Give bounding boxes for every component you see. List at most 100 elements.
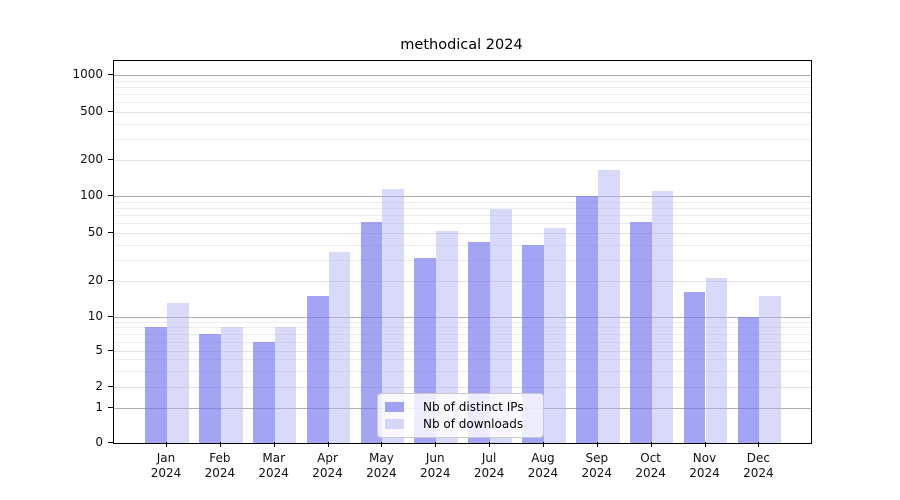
gridline-y-200 [114, 160, 811, 161]
gridline-y-400 [114, 123, 811, 125]
gridline-y-8 [114, 327, 811, 329]
bar-distinct-ips-may [360, 221, 383, 443]
x-tick-feb [219, 442, 221, 447]
x-tick-jul [489, 442, 491, 447]
y-tick-label-2: 2 [95, 378, 103, 393]
y-tick-label-10: 10 [87, 308, 103, 323]
bar-downloads-feb [220, 327, 243, 443]
y-tick-label-100: 100 [80, 188, 103, 202]
x-tick-apr [327, 442, 329, 447]
gridline-y-3 [114, 370, 811, 372]
x-tick-label-sep: Sep 2024 [581, 451, 613, 480]
y-tick-0 [108, 442, 113, 443]
bar-distinct-ips-oct [629, 222, 652, 443]
legend: Nb of distinct IPs Nb of downloads [377, 393, 544, 438]
x-tick-jan [166, 442, 167, 447]
legend-swatch-distinct-ips [385, 401, 404, 412]
y-tick-20 [108, 280, 113, 281]
gridline-y-70 [114, 215, 811, 217]
x-tick-may [381, 442, 383, 447]
x-tick-label-apr: Apr 2024 [312, 451, 343, 480]
bar-distinct-ips-sep [576, 196, 598, 443]
y-tick-50 [108, 232, 113, 233]
x-tick-sep [596, 442, 598, 447]
x-tick-label-jul: Jul 2024 [473, 451, 505, 480]
bar-downloads-may [382, 189, 405, 443]
bar-downloads-jul [490, 209, 512, 443]
x-tick-jun [435, 442, 437, 447]
x-tick-nov [704, 442, 706, 447]
bar-distinct-ips-apr [306, 295, 329, 443]
x-tick-label-may: May 2024 [366, 451, 397, 480]
y-tick-1 [108, 407, 113, 408]
x-tick-mar [273, 442, 275, 447]
gridline-y-900 [114, 80, 811, 82]
y-tick-10 [108, 315, 113, 317]
gridline-y-7 [114, 333, 811, 335]
y-tick-label-50: 50 [87, 225, 103, 239]
x-tick-label-dec: Dec 2024 [743, 451, 774, 480]
x-tick-label-jan: Jan 2024 [150, 451, 182, 480]
gridline-y-800 [114, 86, 811, 88]
y-tick-200 [108, 159, 113, 160]
gridline-y-30 [114, 259, 811, 261]
gridline-y-80 [114, 207, 811, 209]
gridline-y-700 [114, 94, 811, 96]
gridline-y-40 [114, 244, 811, 246]
gridline-y-10 [114, 316, 811, 318]
x-tick-label-jun: Jun 2024 [419, 451, 451, 480]
legend-label-distinct-ips: Nb of distinct IPs [423, 399, 524, 414]
gridline-y-500 [114, 112, 811, 113]
bar-downloads-dec [759, 295, 782, 443]
gridline-y-6 [114, 341, 811, 343]
gridline-y-5 [114, 350, 811, 352]
bar-distinct-ips-jan [145, 327, 167, 443]
x-tick-aug [542, 442, 544, 447]
gridline-y-9 [114, 321, 811, 323]
plot-area [113, 60, 812, 444]
legend-item-distinct-ips: Nb of distinct IPs [385, 400, 539, 414]
x-tick-label-oct: Oct 2024 [635, 451, 666, 480]
x-tick-oct [650, 442, 652, 447]
bar-downloads-sep [597, 169, 620, 443]
chart-title: methodical 2024 [400, 37, 523, 53]
x-tick-label-aug: Aug 2024 [527, 451, 559, 480]
gridline-y-4 [114, 359, 811, 361]
bar-downloads-mar [274, 327, 297, 443]
x-tick-label-feb: Feb 2024 [204, 451, 236, 480]
y-tick-label-0: 0 [95, 435, 103, 449]
gridline-y-20 [114, 281, 811, 282]
bar-distinct-ips-nov [683, 292, 706, 443]
y-tick-label-200: 200 [80, 152, 103, 166]
bar-distinct-ips-feb [199, 333, 221, 443]
gridline-y-50 [114, 233, 811, 234]
y-tick-label-20: 20 [87, 273, 103, 287]
bar-downloads-jan [167, 303, 189, 443]
y-tick-label-5: 5 [95, 342, 103, 357]
y-tick-2 [108, 385, 113, 387]
y-tick-100 [108, 195, 113, 196]
y-tick-label-1: 1 [95, 400, 103, 414]
gridline-y-60 [114, 223, 811, 225]
x-tick-dec [758, 442, 760, 447]
legend-item-downloads: Nb of downloads [385, 417, 539, 431]
legend-swatch-downloads [385, 419, 404, 430]
gridline-y-300 [114, 138, 811, 140]
gridline-y-90 [114, 201, 811, 203]
x-tick-label-mar: Mar 2024 [258, 451, 289, 480]
y-tick-label-1000: 1000 [72, 67, 103, 81]
x-tick-label-nov: Nov 2024 [689, 451, 720, 480]
gridline-y-2 [114, 386, 811, 388]
gridline-y-1000 [114, 75, 811, 76]
bar-downloads-nov [705, 278, 728, 443]
bar-distinct-ips-jul [468, 242, 491, 443]
bar-distinct-ips-dec [737, 316, 760, 443]
bar-distinct-ips-mar [252, 341, 275, 443]
bar-downloads-aug [543, 227, 566, 443]
bar-downloads-oct [651, 191, 674, 443]
y-tick-500 [108, 111, 113, 112]
gridline-y-600 [114, 102, 811, 104]
gridline-y-100 [114, 196, 811, 197]
y-tick-5 [108, 349, 113, 351]
